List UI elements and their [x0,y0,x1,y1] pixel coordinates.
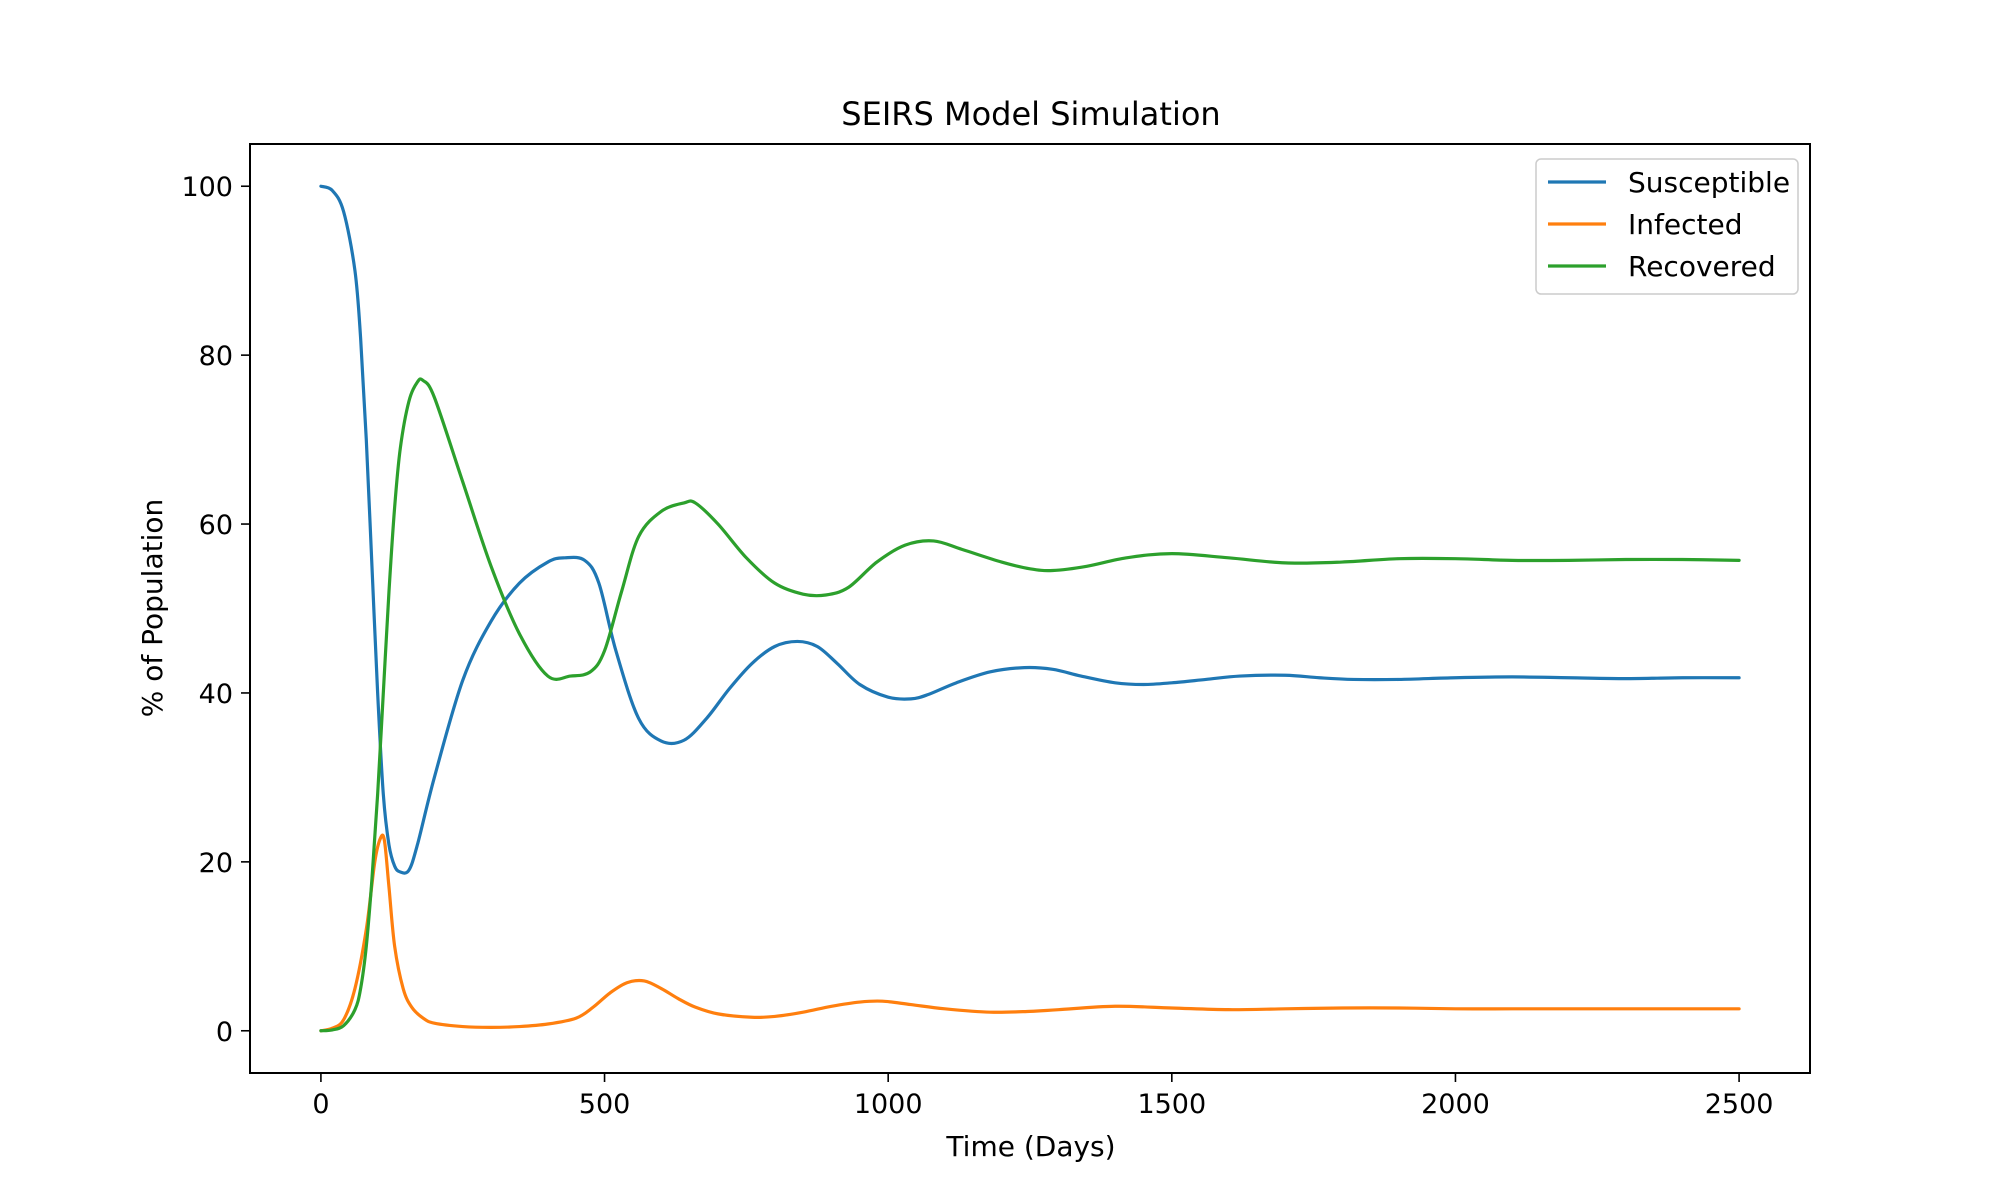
x-tick-label: 2000 [1421,1089,1490,1120]
series-line-infected [319,833,1741,1033]
x-tick-label: 500 [579,1089,631,1120]
y-axis: 0 20 40 60 80 100 [181,172,250,1048]
legend-label-susceptible: Susceptible [1628,166,1790,199]
y-tick-label: 40 [199,679,233,710]
y-tick-label: 60 [199,510,233,541]
chart-title: SEIRS Model Simulation [841,95,1220,133]
x-tick-label: 1500 [1137,1089,1206,1120]
y-tick-label: 80 [199,341,233,372]
y-tick-label: 20 [199,848,233,879]
x-axis: 0 500 1000 1500 2000 2500 [312,1073,1773,1120]
x-tick-label: 2500 [1705,1089,1774,1120]
series-layer [319,184,1741,1033]
y-axis-label: % of Population [136,499,169,718]
series-line-susceptible [319,184,1741,875]
plot-frame [249,143,1811,1074]
y-tick-label: 0 [216,1017,233,1048]
x-tick-label: 1000 [854,1089,923,1120]
series-line-recovered [319,377,1741,1033]
x-tick-label: 0 [312,1089,329,1120]
legend: Susceptible Infected Recovered [1535,158,1799,295]
legend-label-infected: Infected [1628,208,1742,241]
legend-label-recovered: Recovered [1628,250,1776,283]
legend-box [1535,158,1799,295]
x-axis-label: Time (Days) [945,1130,1115,1163]
y-tick-label: 100 [181,172,233,203]
